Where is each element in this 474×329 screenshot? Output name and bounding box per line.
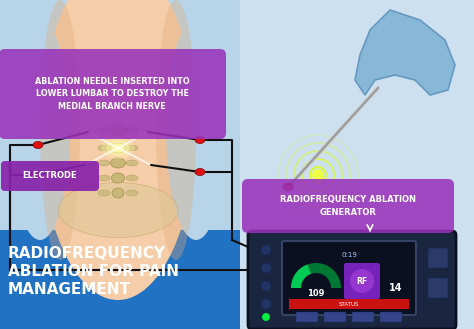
Bar: [289, 299, 409, 309]
Ellipse shape: [98, 160, 110, 166]
FancyBboxPatch shape: [248, 231, 456, 329]
Ellipse shape: [114, 145, 122, 150]
Ellipse shape: [111, 173, 125, 183]
Ellipse shape: [126, 127, 138, 133]
Text: RF: RF: [356, 276, 367, 286]
Text: 14: 14: [389, 283, 403, 293]
Text: 109: 109: [307, 289, 325, 297]
Ellipse shape: [109, 125, 127, 135]
Circle shape: [301, 273, 331, 303]
Circle shape: [261, 263, 271, 273]
Circle shape: [350, 269, 374, 293]
Wedge shape: [291, 263, 341, 288]
Ellipse shape: [156, 0, 196, 260]
Ellipse shape: [98, 127, 110, 133]
Ellipse shape: [112, 188, 124, 198]
Ellipse shape: [58, 183, 178, 238]
Ellipse shape: [33, 141, 43, 148]
Ellipse shape: [166, 20, 226, 240]
Ellipse shape: [110, 143, 126, 153]
Wedge shape: [291, 265, 316, 288]
Text: RADIOFREQUENCY ABLATION
GENERATOR: RADIOFREQUENCY ABLATION GENERATOR: [280, 195, 416, 217]
Ellipse shape: [40, 0, 195, 300]
Ellipse shape: [110, 158, 126, 168]
Text: ABLATION NEEDLE INSERTED INTO
LOWER LUMBAR TO DESTROY THE
MEDIAL BRANCH NERVE: ABLATION NEEDLE INSERTED INTO LOWER LUMB…: [35, 77, 189, 111]
Ellipse shape: [126, 145, 138, 151]
Circle shape: [312, 169, 324, 181]
Ellipse shape: [126, 175, 138, 181]
Ellipse shape: [283, 183, 293, 191]
Text: STATUS: STATUS: [339, 301, 359, 307]
FancyBboxPatch shape: [352, 312, 374, 322]
Bar: [240, 0, 474, 329]
Circle shape: [262, 313, 270, 321]
Ellipse shape: [107, 140, 129, 156]
Circle shape: [261, 299, 271, 309]
FancyBboxPatch shape: [344, 263, 380, 299]
FancyBboxPatch shape: [428, 278, 448, 298]
Polygon shape: [355, 10, 455, 95]
Text: RADIOFREQUENCY
ABLATION FOR PAIN
MANAGEMENT: RADIOFREQUENCY ABLATION FOR PAIN MANAGEM…: [8, 246, 179, 297]
Ellipse shape: [111, 143, 125, 153]
Ellipse shape: [101, 137, 135, 159]
Circle shape: [261, 245, 271, 255]
Ellipse shape: [195, 137, 205, 143]
Ellipse shape: [195, 168, 205, 175]
Ellipse shape: [30, 171, 40, 179]
Ellipse shape: [10, 20, 70, 240]
FancyBboxPatch shape: [1, 161, 99, 191]
Ellipse shape: [40, 0, 80, 260]
Ellipse shape: [126, 160, 138, 166]
Bar: [0, 230, 240, 329]
FancyBboxPatch shape: [296, 312, 318, 322]
Text: 0:19: 0:19: [341, 252, 357, 258]
Ellipse shape: [98, 145, 110, 151]
Ellipse shape: [98, 175, 110, 181]
Text: ELECTRODE: ELECTRODE: [23, 171, 77, 181]
FancyBboxPatch shape: [380, 312, 402, 322]
FancyBboxPatch shape: [282, 241, 416, 315]
FancyBboxPatch shape: [324, 312, 346, 322]
FancyBboxPatch shape: [0, 49, 226, 139]
FancyBboxPatch shape: [242, 179, 454, 233]
FancyBboxPatch shape: [428, 248, 448, 268]
Ellipse shape: [126, 190, 138, 196]
Circle shape: [261, 281, 271, 291]
Ellipse shape: [98, 190, 110, 196]
